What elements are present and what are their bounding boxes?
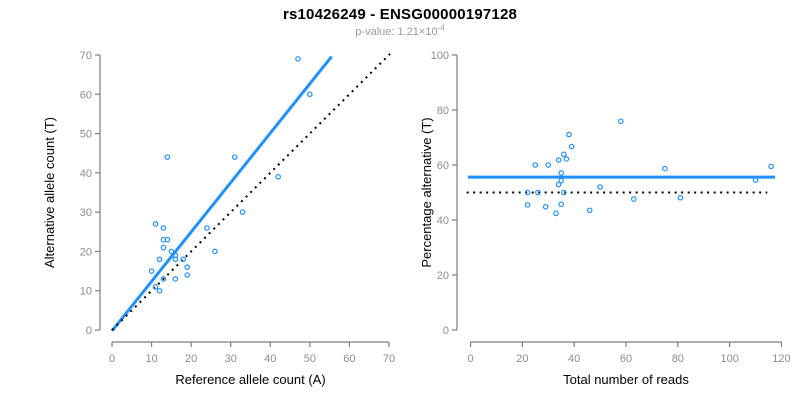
x-tick-label: 0	[109, 353, 115, 365]
y-tick-label: 50	[80, 129, 92, 141]
y-tick-label: 70	[80, 50, 92, 62]
x-tick-label: 60	[343, 353, 355, 365]
data-point	[545, 162, 552, 168]
y-tick-label: 80	[437, 105, 449, 117]
y-tick-label: 10	[80, 286, 92, 298]
x-tick-label: 60	[620, 353, 632, 365]
data-point	[180, 256, 187, 263]
data-point	[566, 131, 572, 138]
data-point	[568, 143, 575, 150]
data-point	[184, 264, 191, 270]
x-tick-label: 20	[516, 353, 528, 365]
data-point	[630, 196, 637, 202]
data-point	[239, 209, 246, 215]
data-point	[295, 56, 301, 62]
left-scatter-plot: 0 10 20 30 40 50 60 70 0 10 20 30 40 50 60 70 Reference …	[42, 50, 395, 387]
x-axis-title: Total number of reads	[563, 372, 689, 387]
data-point	[156, 287, 163, 294]
data-point	[618, 118, 624, 125]
data-point	[231, 154, 238, 160]
data-point	[768, 163, 774, 170]
data-point	[563, 156, 570, 162]
data-point	[558, 170, 565, 176]
data-point	[160, 244, 167, 251]
x-tick-label: 120	[772, 353, 790, 365]
data-point	[752, 177, 759, 183]
data-point	[542, 204, 549, 210]
y-tick-label: 0	[443, 325, 449, 337]
x-tick-label: 40	[264, 353, 276, 365]
y-tick-label: 20	[437, 270, 449, 282]
data-point	[148, 268, 155, 274]
right-scatter-plot: 0 20 40 60 80 100 0 20 40 60 80 100 120 Total number …	[419, 50, 791, 387]
data-point	[160, 276, 167, 282]
data-point	[535, 189, 541, 196]
x-tick-label: 80	[672, 353, 684, 365]
data-point	[184, 272, 191, 278]
y-tick-label: 100	[431, 50, 449, 62]
x-axis-title: Reference allele count (A)	[175, 372, 325, 387]
data-point	[168, 248, 175, 255]
data-point	[152, 221, 159, 227]
data-point	[561, 151, 567, 158]
y-tick-label: 0	[86, 325, 92, 337]
x-tick-label: 0	[467, 353, 473, 365]
data-point	[164, 154, 171, 160]
data-point	[553, 210, 559, 217]
y-tick-label: 60	[437, 160, 449, 172]
regression-line	[110, 55, 333, 332]
data-point	[662, 165, 668, 172]
data-point	[160, 225, 167, 231]
data-point	[586, 207, 593, 214]
data-point	[204, 225, 210, 231]
data-point	[561, 189, 567, 196]
p-value-label: p-value: 1.21×10	[355, 26, 438, 38]
y-tick-label: 60	[80, 89, 92, 101]
data-point	[212, 248, 218, 255]
x-tick-label: 40	[568, 353, 580, 365]
x-tick-label: 70	[383, 353, 395, 365]
data-point	[152, 284, 159, 290]
p-value-exponent: -4	[437, 23, 445, 33]
data-point	[307, 91, 313, 98]
y-axis-title: Alternative allele count (T)	[42, 117, 57, 268]
data-point	[172, 276, 179, 282]
figure-subtitle: p-value: 1.21×10-4	[0, 23, 800, 38]
data-point	[597, 184, 603, 190]
data-point	[172, 252, 179, 259]
data-point	[558, 177, 565, 184]
x-tick-label: 30	[225, 353, 237, 365]
y-tick-label: 30	[80, 207, 92, 219]
data-point	[524, 202, 531, 208]
x-tick-label: 10	[145, 353, 157, 365]
data-point	[275, 173, 281, 180]
data-point	[558, 201, 565, 208]
x-tick-label: 20	[185, 353, 197, 365]
data-point	[524, 189, 531, 196]
y-tick-label: 40	[437, 215, 449, 227]
x-tick-label: 100	[720, 353, 738, 365]
identity-line	[111, 52, 392, 331]
figure-title: rs10426249 - ENSG00000197128	[282, 6, 518, 23]
data-point	[555, 157, 562, 163]
data-point	[156, 256, 163, 263]
data-point	[677, 194, 684, 201]
y-tick-label: 20	[80, 246, 92, 258]
data-point	[164, 236, 171, 243]
y-tick-label: 40	[80, 168, 92, 180]
x-tick-label: 50	[304, 353, 316, 365]
data-point	[555, 181, 562, 188]
data-point	[532, 162, 539, 168]
y-axis-title: Percentage alternative (T)	[419, 117, 434, 267]
